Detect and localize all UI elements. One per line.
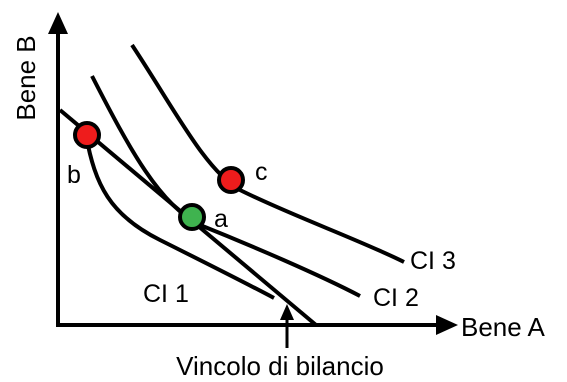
- curve-label-ci2: CI 2: [373, 284, 419, 312]
- y-axis-arrowhead: [48, 12, 68, 34]
- indifference-curve-3: [130, 43, 405, 264]
- budget-line-label: Vincolo di bilancio: [176, 351, 384, 381]
- y-axis-label: Bene B: [11, 35, 41, 120]
- x-axis-arrowhead: [436, 315, 458, 335]
- curve-label-ci1: CI 1: [143, 280, 189, 308]
- point-b: [73, 121, 101, 149]
- point-b-label: b: [67, 161, 81, 189]
- indifference-curve-1: [84, 134, 275, 300]
- point-c: [217, 166, 245, 194]
- curve-label-ci3: CI 3: [410, 247, 456, 275]
- point-a: [178, 203, 206, 231]
- budget-label-arrowhead: [280, 304, 294, 320]
- x-axis-label: Bene A: [461, 312, 546, 342]
- point-c-label: c: [255, 158, 268, 186]
- point-a-label: a: [214, 205, 228, 233]
